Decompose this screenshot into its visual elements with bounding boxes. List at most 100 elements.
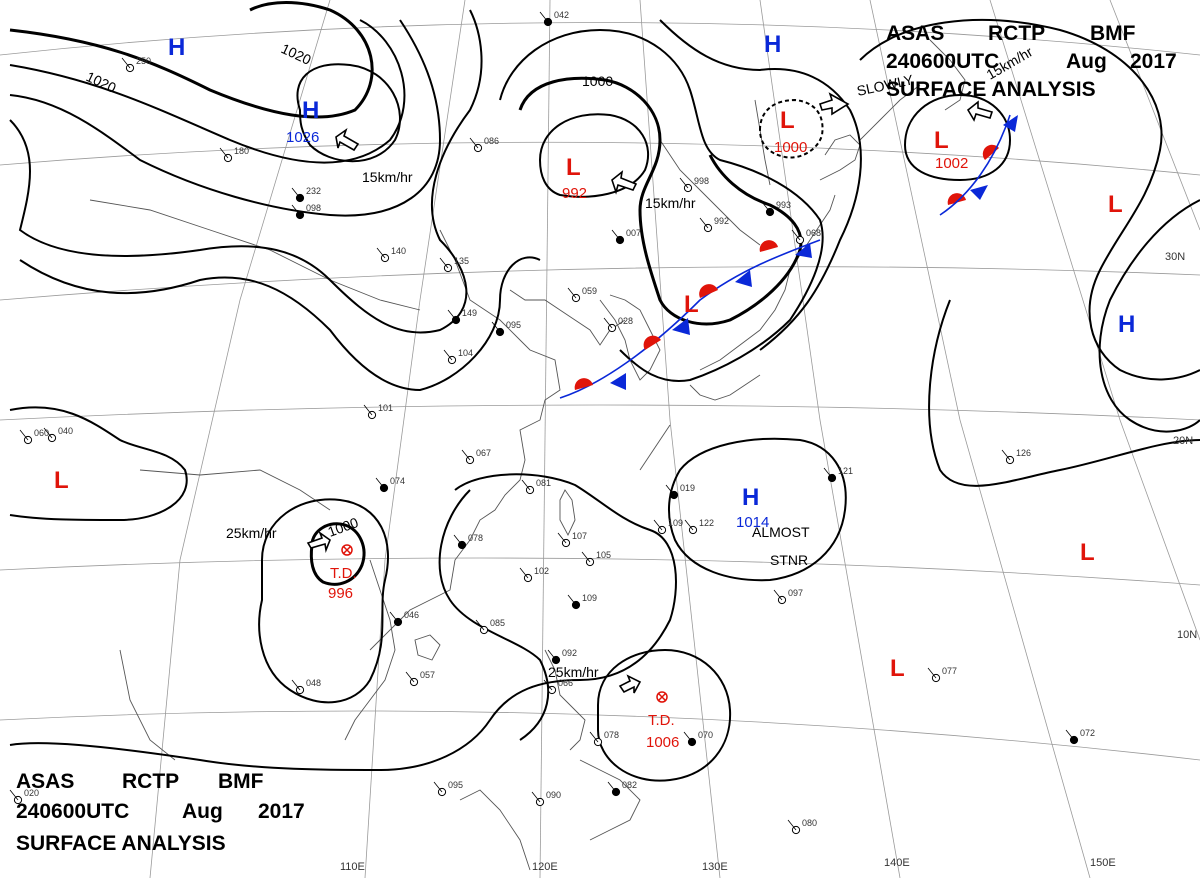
station-plot: 993 bbox=[761, 200, 791, 217]
station-pressure: 090 bbox=[546, 790, 561, 800]
station-pressure: 057 bbox=[420, 670, 435, 680]
taiwan-coast bbox=[559, 489, 576, 537]
low-center: L bbox=[934, 127, 949, 154]
isobar bbox=[538, 113, 650, 198]
station-pressure: 080 bbox=[802, 818, 817, 828]
station-plot: 057 bbox=[405, 670, 435, 687]
wind-barb bbox=[521, 479, 531, 491]
wind-barb bbox=[791, 229, 801, 241]
warm-front-semicircle bbox=[947, 193, 966, 205]
td-symbol bbox=[656, 691, 668, 703]
station-plot: 078 bbox=[453, 533, 483, 550]
station-pressure: 072 bbox=[1080, 728, 1095, 738]
wind-barb bbox=[557, 532, 567, 544]
motion-arrow bbox=[618, 674, 642, 694]
isobar bbox=[438, 489, 550, 741]
wind-barb bbox=[567, 594, 577, 606]
lon-label: 130E bbox=[702, 861, 728, 873]
header-code: ASAS bbox=[886, 22, 944, 45]
kuril-islands bbox=[859, 84, 921, 141]
station-plot: 101 bbox=[363, 403, 393, 420]
kamchatka-coast bbox=[929, 39, 966, 111]
isobar bbox=[499, 28, 824, 382]
station-pressure: 020 bbox=[24, 788, 39, 798]
korea-coast bbox=[599, 294, 661, 381]
wind-barb bbox=[475, 619, 485, 631]
station-plot: 086 bbox=[469, 136, 499, 153]
pressure-value: 1026 bbox=[286, 129, 319, 146]
station-plot: 098 bbox=[291, 203, 321, 220]
motion-arrows bbox=[306, 92, 994, 694]
wind-barb bbox=[927, 667, 937, 679]
station-plot: 077 bbox=[927, 666, 957, 683]
station-plot: 072 bbox=[1065, 728, 1095, 745]
station-pressure: 126 bbox=[1016, 448, 1031, 458]
wind-barb bbox=[389, 611, 399, 623]
wind-barb bbox=[547, 649, 557, 661]
isobar bbox=[9, 1, 374, 119]
station-pressure: 101 bbox=[378, 403, 393, 413]
cold-front-triangle bbox=[735, 270, 752, 287]
station-plot: 092 bbox=[547, 648, 577, 665]
station-pressure: 028 bbox=[618, 316, 633, 326]
station-plot: 097 bbox=[773, 588, 803, 605]
wind-barb bbox=[433, 781, 443, 793]
station-pressure: 104 bbox=[458, 348, 473, 358]
station-plot: 109 bbox=[653, 518, 683, 535]
wind-barb bbox=[443, 349, 453, 361]
motion-arrow bbox=[818, 92, 850, 116]
isobar bbox=[659, 19, 862, 351]
isobar-label: 1000 bbox=[326, 514, 361, 540]
station-plot: 074 bbox=[375, 476, 405, 493]
station-pressure: 068 bbox=[806, 228, 821, 238]
wind-barb bbox=[589, 731, 599, 743]
meridian-line bbox=[869, 0, 1091, 878]
meridian-line bbox=[639, 0, 721, 878]
cold-front-triangle bbox=[1003, 115, 1018, 132]
low-center: L bbox=[1080, 539, 1095, 566]
wind-barb bbox=[291, 204, 301, 216]
station-plot: 109 bbox=[567, 593, 597, 610]
station-pressure: 078 bbox=[604, 730, 619, 740]
station-plot: 149 bbox=[447, 308, 477, 325]
isobar bbox=[928, 299, 1200, 487]
parallel-line bbox=[0, 557, 1200, 586]
isobar bbox=[9, 9, 483, 334]
isobar-label: 1020 bbox=[84, 68, 119, 96]
low-center: L bbox=[890, 655, 905, 682]
stationary-front-line bbox=[559, 239, 821, 399]
isobar bbox=[9, 19, 406, 164]
wind-barb bbox=[453, 534, 463, 546]
low-center: L bbox=[566, 154, 581, 181]
station-plot: 126 bbox=[1001, 448, 1031, 465]
station-pressure: 122 bbox=[699, 518, 714, 528]
td-pressure: 1006 bbox=[646, 734, 679, 751]
wind-barb bbox=[607, 781, 617, 793]
wind-barb bbox=[447, 309, 457, 321]
wind-barb bbox=[9, 789, 19, 801]
station-plot: 078 bbox=[589, 730, 619, 747]
wind-barb bbox=[679, 177, 689, 189]
station-pressure: 102 bbox=[534, 566, 549, 576]
station-pressure: 140 bbox=[391, 246, 406, 256]
frontal-line bbox=[939, 114, 1011, 216]
hokkaido-coast bbox=[819, 134, 861, 181]
station-plot: 180 bbox=[219, 146, 249, 163]
station-plot: 028 bbox=[603, 316, 633, 333]
station-plot: 998 bbox=[679, 176, 709, 193]
station-pressure: 059 bbox=[582, 286, 597, 296]
station-plot: 107 bbox=[557, 531, 587, 548]
pressure-centers: H H 1026 L 992 L 1000 H L 1002 L H L H 1… bbox=[54, 31, 1135, 682]
station-pressure: 993 bbox=[776, 200, 791, 210]
isobar bbox=[258, 498, 389, 704]
isobar-label: 1020 bbox=[279, 40, 314, 68]
isobar-label: 1000 bbox=[582, 73, 613, 89]
station-plot: 068 bbox=[791, 228, 821, 245]
station-plot: 102 bbox=[519, 566, 549, 583]
parallel-line bbox=[0, 710, 1200, 761]
wind-barb bbox=[376, 247, 386, 259]
station-pressure: 042 bbox=[554, 10, 569, 20]
isobars bbox=[9, 1, 1200, 782]
header-time: 240600UTC bbox=[886, 50, 999, 73]
mongolia-border bbox=[89, 199, 421, 311]
